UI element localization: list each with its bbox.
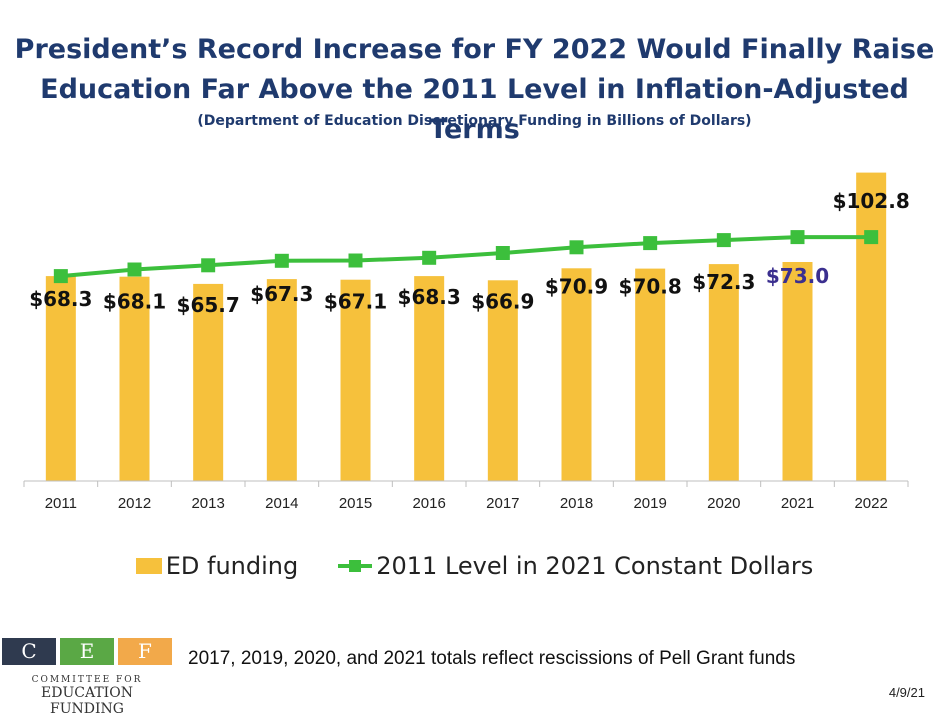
data-label-2014: $67.3 xyxy=(250,282,313,306)
x-tick-label-2018: 2018 xyxy=(560,495,593,512)
x-tick-label-2020: 2020 xyxy=(707,495,740,512)
line-point-2019 xyxy=(643,236,658,251)
funding-chart: 2011 2012 2013 2014 2015 2016 2017 2018 2019 2020… xyxy=(23,172,910,512)
legend-bar-label: ED funding xyxy=(165,552,299,580)
x-tick-label-2017: 2017 xyxy=(486,495,519,512)
legend-item-ed-funding: ED funding xyxy=(135,552,299,580)
logo-letter-f: F xyxy=(118,638,172,665)
x-tick-label-2011: 2011 xyxy=(45,495,77,512)
title-line-2: Education Far Above the 2011 Level in In… xyxy=(40,74,909,145)
footnote: 2017, 2019, 2020, and 2021 totals reflec… xyxy=(188,648,796,669)
data-label-2019: $70.8 xyxy=(619,275,682,299)
data-label-2020: $72.3 xyxy=(692,270,755,294)
bar-2018 xyxy=(561,268,592,481)
bar-2014 xyxy=(266,279,297,481)
data-label-2016: $68.3 xyxy=(398,285,461,309)
legend: ED funding 2011 Level in 2021 Constant D… xyxy=(0,552,949,580)
data-label-2021: $73.0 xyxy=(766,264,829,288)
bar-2022 xyxy=(856,172,887,481)
data-label-2017: $66.9 xyxy=(471,289,534,313)
legend-bar-swatch xyxy=(135,558,162,574)
logo-letter-e: E xyxy=(60,638,114,665)
logo-letter-c: C xyxy=(2,638,56,665)
bar-2019 xyxy=(635,268,666,481)
data-label-2011: $68.3 xyxy=(29,287,92,311)
x-tick-label-2022: 2022 xyxy=(854,495,887,512)
line-point-2022 xyxy=(864,230,879,245)
legend-line-swatch xyxy=(338,558,373,574)
x-tick-label-2014: 2014 xyxy=(265,495,298,512)
line-point-2021 xyxy=(790,230,805,245)
bar-2016 xyxy=(414,276,445,481)
x-tick-label-2012: 2012 xyxy=(118,495,151,512)
legend-line-label: 2011 Level in 2021 Constant Dollars xyxy=(376,552,814,580)
x-tick-label-2019: 2019 xyxy=(633,495,666,512)
data-label-2013: $65.7 xyxy=(177,293,240,317)
line-point-2014 xyxy=(274,253,289,268)
bar-2012 xyxy=(119,276,150,481)
line-point-2018 xyxy=(569,240,584,255)
bar-2021 xyxy=(782,262,813,481)
x-tick-label-2013: 2013 xyxy=(191,495,224,512)
title-line-1: President’s Record Increase for FY 2022 … xyxy=(14,34,935,65)
x-tick-label-2021: 2021 xyxy=(781,495,814,512)
data-label-2012: $68.1 xyxy=(103,290,166,314)
line-point-2020 xyxy=(716,233,731,248)
bar-2015 xyxy=(340,279,371,481)
line-point-2013 xyxy=(201,258,216,273)
data-label-2022: $102.8 xyxy=(833,189,910,213)
legend-item-2011-level: 2011 Level in 2021 Constant Dollars xyxy=(338,552,813,580)
line-point-2017 xyxy=(495,246,510,260)
line-point-2015 xyxy=(348,253,363,268)
logo-line-2: EDUCATION FUNDING xyxy=(41,685,133,717)
logo-line-1: COMMITTEE FOR xyxy=(31,675,143,685)
bar-2017 xyxy=(487,280,518,481)
x-tick-label-2016: 2016 xyxy=(412,495,445,512)
bar-2013 xyxy=(193,283,224,481)
chart-subtitle: (Department of Education Discretionary F… xyxy=(197,113,752,129)
line-point-2011 xyxy=(53,269,68,284)
data-label-2015: $67.1 xyxy=(324,290,387,314)
date: 4/9/21 xyxy=(888,685,925,700)
chart-title: President’s Record Increase for FY 2022 … xyxy=(0,30,949,150)
line-point-2012 xyxy=(127,262,142,277)
line-2011-level xyxy=(60,235,872,279)
x-tick-label-2015: 2015 xyxy=(339,495,372,512)
cef-logo: C E F COMMITTEE FOR EDUCATION FUNDING xyxy=(2,638,172,717)
bar-2011 xyxy=(45,276,76,481)
data-label-2018: $70.9 xyxy=(545,274,608,298)
line-point-2016 xyxy=(422,250,437,265)
bar-2020 xyxy=(708,264,739,481)
